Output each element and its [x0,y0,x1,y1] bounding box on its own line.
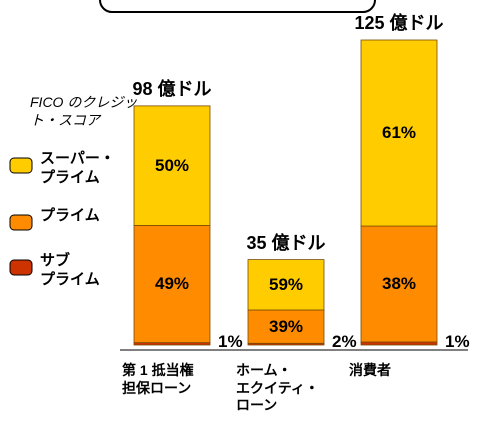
bar-segment [133,105,211,226]
value-label: 39% [268,316,304,336]
legend-label: サブ プライム [40,252,100,288]
total-label: 98 億ドル [132,78,212,99]
value-label: 38% [381,274,417,293]
legend-swatch [9,214,33,231]
x-tick-label: ホーム・ エクイティ・ ローン [236,362,319,413]
bar-segment [247,309,325,344]
value-label: 49% [154,274,190,294]
value-label: 59% [268,274,304,294]
x-tick-label: 消費者 [349,362,391,378]
total-label: 35 億ドル [246,232,326,253]
value-label: 61% [381,123,417,143]
x-tick-label: 第 1 抵当権 担保ローン [122,362,194,396]
value-label: 50% [154,155,190,175]
legend-label: スーパー・ プライム [40,150,115,186]
bar-segment [247,259,325,311]
legend-swatch [9,157,33,174]
bar-segment [360,39,438,227]
value-label: 2% [332,332,357,351]
legend-label: プライム [40,207,100,224]
frame [99,0,376,13]
value-label: 1% [445,332,470,351]
bar-segment [360,341,438,346]
legend-title: FICO のクレジッ ト・スコア [30,94,138,128]
total-label: 125 億ドル [354,13,444,33]
legend-swatch [9,259,33,276]
bar-segment [360,225,438,343]
bar-segment [133,225,211,344]
value-label: 1% [218,332,243,351]
